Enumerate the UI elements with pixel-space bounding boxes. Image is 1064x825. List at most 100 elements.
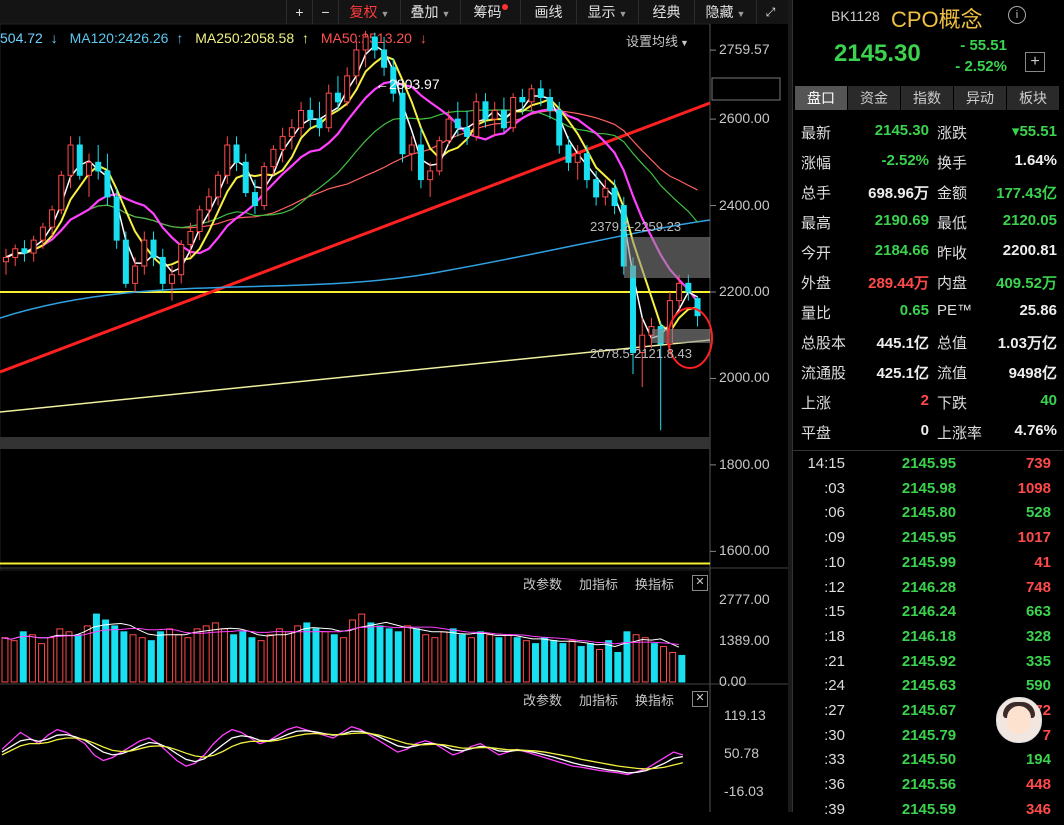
panel-splitter[interactable] (788, 0, 792, 812)
candle-body (399, 92, 406, 155)
quote-row: 量比 0.65 PE™ 25.86 (793, 296, 1063, 326)
candle-body (602, 187, 609, 198)
overlay-button[interactable]: 叠加 ▼ (400, 0, 460, 24)
volume-bar (166, 628, 174, 683)
volume-add-indicator-button[interactable]: 加指标 (579, 577, 619, 592)
volume-bar (358, 613, 366, 683)
quote-value: 0.65 (899, 302, 929, 319)
volume-bar (330, 634, 338, 683)
quote-tabs: 盘口 资金 指数 异动 板块 (795, 86, 1060, 110)
volume-bar (230, 634, 238, 683)
candle-body (215, 174, 222, 198)
candle-body (482, 101, 489, 120)
candle-body (21, 248, 28, 254)
set-ma-button[interactable]: 设置均线 ▼ (626, 31, 689, 50)
hide-label: 隐藏 (705, 4, 734, 20)
tick-price: 2145.92 (901, 652, 957, 670)
volume-bar (596, 649, 603, 683)
quote-value: 177.43亿 (996, 185, 1057, 202)
tab-movement[interactable]: 异动 (954, 86, 1007, 110)
candle-body (251, 192, 258, 207)
assistant-avatar-icon[interactable] (996, 697, 1042, 743)
quote-label: 涨幅 (801, 155, 832, 172)
volume-bar (477, 631, 485, 683)
quote-row: 总股本 445.1亿 总值 1.03万亿 (793, 326, 1063, 356)
tab-order-book[interactable]: 盘口 (795, 86, 848, 110)
quote-value: 445.1亿 (876, 335, 929, 352)
tick-volume: 346 (1025, 800, 1051, 818)
quote-value: 289.44万 (868, 275, 929, 292)
tick-price: 2145.98 (901, 479, 957, 497)
quote-value: ▾55.51 (1011, 123, 1057, 140)
classic-button[interactable]: 经典 (638, 0, 694, 24)
candle-body (104, 170, 111, 198)
volume-bar (669, 651, 677, 683)
tick-volume: 7 (1042, 726, 1051, 744)
display-button[interactable]: 显示 ▼ (576, 0, 638, 24)
volume-bar (385, 628, 393, 683)
quote-value: 2184.66 (874, 242, 929, 259)
candle-body (371, 36, 378, 51)
candle-body (547, 96, 554, 111)
volume-bar (376, 625, 384, 683)
candle-body (12, 248, 19, 258)
highlight-circle (667, 307, 713, 369)
candle-body (630, 265, 637, 354)
indicator-swap-button[interactable]: 换指标 (635, 693, 675, 708)
tab-index[interactable]: 指数 (901, 86, 954, 110)
candle-body (298, 109, 305, 129)
fuquan-button[interactable]: 复权 ▼ (338, 0, 400, 24)
zoom-in-button[interactable]: + (286, 0, 312, 24)
expand-icon[interactable]: ⤢ (756, 0, 784, 24)
tab-funds[interactable]: 资金 (848, 86, 901, 110)
overlay-label: 叠加 (410, 4, 439, 20)
quote-label: 换手 (937, 155, 968, 172)
volume-bar (586, 643, 594, 683)
candle-body (427, 170, 434, 181)
volume-params-button[interactable]: 改参数 (523, 577, 563, 592)
volume-swap-indicator-button[interactable]: 换指标 (635, 577, 675, 592)
info-icon[interactable]: i (1008, 6, 1026, 24)
candle-body (464, 127, 471, 137)
tick-volume: 748 (1025, 578, 1051, 596)
tick-row: :10 2145.99 41 (793, 554, 1063, 578)
volume-bar (38, 643, 46, 683)
volume-bar (458, 634, 466, 683)
candle-body (381, 49, 388, 68)
indicator-close-icon[interactable]: ✕ (692, 691, 708, 707)
volume-bar (47, 637, 55, 683)
hide-button[interactable]: 隐藏 ▼ (694, 0, 756, 24)
kline-chart[interactable]: ←2803.97 2379.2-2259.23 2078.5-2121.8.43 (0, 0, 788, 812)
candle-body (666, 300, 673, 345)
quote-value: 0 (920, 422, 929, 439)
tick-row: :06 2145.80 528 (793, 504, 1063, 528)
quote-row: 今开 2184.66 昨收 2200.81 (793, 236, 1063, 266)
shadow-band (0, 437, 710, 449)
candle-body (408, 144, 415, 155)
volume-bar (577, 646, 585, 683)
tick-time: :24 (824, 677, 845, 695)
indicator-tick-label: 119.13 (724, 707, 766, 723)
quote-row: 流通股 425.1亿 流值 9498亿 (793, 356, 1063, 386)
volume-bar (221, 628, 228, 683)
draw-line-button[interactable]: 画线 (520, 0, 576, 24)
tab-sector[interactable]: 板块 (1007, 86, 1060, 110)
zoom-out-button[interactable]: − (312, 0, 338, 24)
quote-value: 2190.69 (874, 212, 929, 229)
candle-body (168, 274, 175, 284)
chips-button[interactable]: 筹码 (460, 0, 520, 24)
price-tick-label: 2759.57 (719, 41, 770, 58)
volume-close-icon[interactable]: ✕ (692, 575, 708, 591)
indicator-params-button[interactable]: 改参数 (523, 693, 563, 708)
candle-body (500, 109, 507, 129)
volume-bar (623, 631, 631, 683)
ma250-legend-item: MA250:2058.58 ↑ (195, 30, 313, 46)
volume-bar (275, 628, 283, 683)
volume-bar (440, 631, 448, 683)
tick-price: 2146.18 (901, 627, 957, 645)
indicator-add-button[interactable]: 加指标 (579, 693, 619, 708)
quote-value: -2.52% (881, 152, 929, 169)
add-watchlist-icon[interactable]: + (1025, 52, 1045, 72)
candle-body (537, 88, 544, 98)
quote-label: 量比 (801, 305, 832, 322)
